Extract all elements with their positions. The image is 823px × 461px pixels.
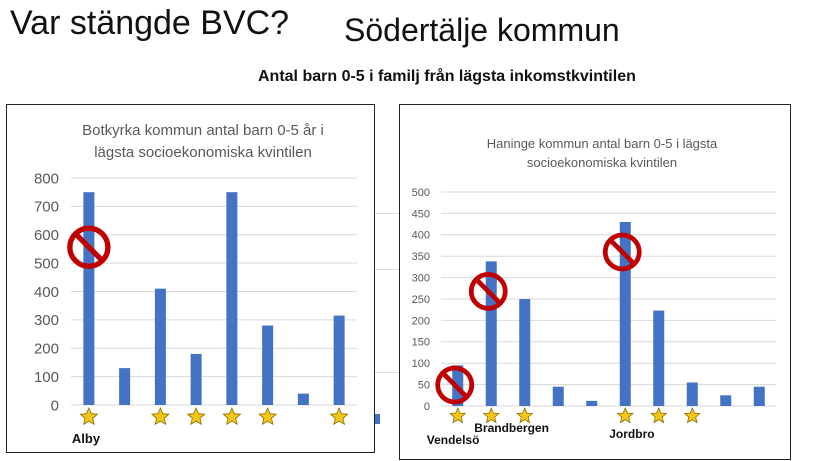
star-marker [516,406,534,424]
star-marker [449,406,467,424]
closed-marker-slash [475,278,502,305]
closed-marker-slash [74,232,104,262]
bar [190,353,202,405]
star-marker [186,406,206,426]
closed-marker-ring [435,365,475,405]
botkyrka-bar-chart: Botkyrka kommun antal barn 0-5 år i lägst… [34,122,357,446]
bar [586,400,598,406]
haninge-bar-chart: Haninge kommun antal barn 0-5 i lägsta so… [412,136,776,447]
closed-marker-ring [67,225,111,269]
bar [720,395,732,406]
y-tick-label: 200 [34,341,59,358]
bar [653,310,665,406]
bar [154,288,166,405]
slide-caption: Antal barn 0-5 i familj från lägsta inko… [258,68,636,85]
background-line [375,213,399,214]
star-marker [79,406,99,426]
place-label: Brandbergen [474,421,549,435]
bar [119,368,131,405]
bar [519,299,531,406]
bar [297,393,309,405]
botkyrka-chart-panel: Botkyrka kommun antal barn 0-5 år i lägst… [6,104,375,453]
closed-marker-0 [435,365,475,405]
star-marker [616,406,634,424]
place-label: Alby [72,431,101,446]
y-tick-label: 350 [412,251,430,263]
chart-title: Haninge kommun antal barn 0-5 i lägsta so… [487,136,718,170]
y-tick-label: 450 [412,208,430,220]
y-tick-label: 500 [34,255,59,272]
slide-title: Var stängde BVC? [10,4,290,42]
y-tick-label: 400 [34,284,59,301]
y-tick-label: 0 [51,397,59,414]
bar [262,325,274,405]
star-marker [482,406,500,424]
chart-title-line: socioekonomiska kvintilen [527,155,677,170]
slide-subtitle: Södertälje kommun [344,12,620,48]
y-tick-label: 200 [412,315,430,327]
y-tick-label: 250 [412,294,430,306]
y-tick-label: 50 [418,379,430,391]
bar [686,382,698,406]
haninge-chart-panel: Haninge kommun antal barn 0-5 i lägsta so… [399,104,791,460]
background-line [375,372,399,373]
place-label: Vendelsö [427,433,480,447]
y-tick-label: 800 [34,170,59,187]
y-tick-label: 100 [34,369,59,386]
closed-marker-5 [602,232,642,272]
y-tick-label: 600 [34,227,59,244]
closed-marker-ring [468,271,508,311]
y-tick-label: 700 [34,199,59,216]
closed-marker-0 [67,225,111,269]
chart-title: Botkyrka kommun antal barn 0-5 år i lägst… [82,122,324,161]
star-marker [150,406,170,426]
chart-title-line: Botkyrka kommun antal barn 0-5 år i [82,122,324,139]
closed-marker-1 [468,271,508,311]
closed-marker-slash [441,371,468,399]
background-line [375,269,399,270]
bar [619,221,631,406]
star-marker [329,406,349,426]
place-label: Jordbro [609,427,654,441]
closed-marker-ring [602,232,642,272]
chart-title-line: Haninge kommun antal barn 0-5 i lägsta [487,136,718,151]
bar [552,386,564,406]
chart-title-line: lägsta socioekonomiska kvintilen [94,144,312,161]
y-tick-label: 300 [412,272,430,284]
bar [753,386,765,406]
y-tick-label: 150 [412,337,430,349]
star-marker [258,406,278,426]
star-marker [650,406,668,424]
y-tick-label: 0 [424,401,430,413]
y-tick-label: 300 [34,312,59,329]
y-tick-label: 500 [412,187,430,199]
bar [226,192,238,405]
star-marker [683,406,701,424]
star-marker [222,406,242,426]
bar [83,192,95,405]
closed-marker-slash [609,238,636,266]
bar [485,261,497,406]
y-tick-label: 400 [412,230,430,242]
y-tick-label: 100 [412,358,430,370]
bar [333,315,345,405]
